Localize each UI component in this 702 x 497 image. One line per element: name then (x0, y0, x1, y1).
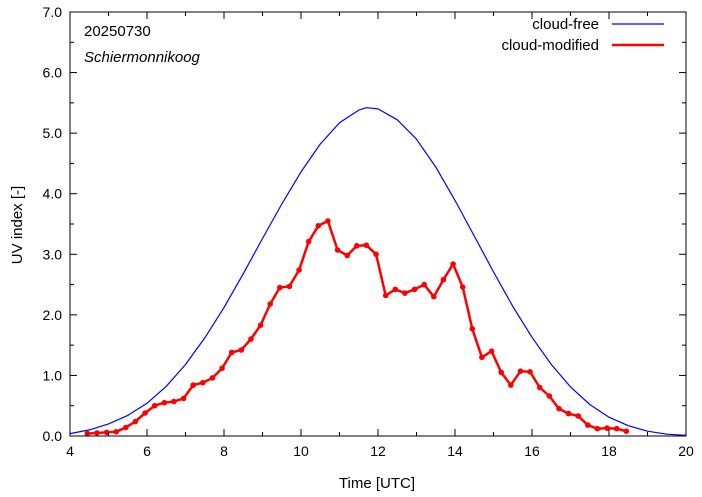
data-point-cloud-modified (228, 349, 235, 356)
x-tick-label: 16 (524, 443, 540, 459)
data-point-cloud-modified (421, 281, 428, 288)
x-tick-label: 18 (601, 443, 617, 459)
legend-label-cloud-modified: cloud-modified (501, 37, 599, 54)
data-point-cloud-modified (575, 413, 581, 419)
data-point-cloud-modified (305, 238, 312, 245)
data-point-cloud-modified (363, 242, 370, 248)
data-point-cloud-modified (488, 348, 495, 355)
legend-label-cloud-free: cloud-free (532, 16, 599, 33)
data-point-cloud-modified (585, 422, 591, 428)
data-point-cloud-modified (84, 430, 91, 437)
data-point-cloud-modified (450, 261, 456, 267)
data-point-cloud-modified (344, 252, 351, 259)
data-point-cloud-modified (238, 347, 245, 353)
data-point-cloud-modified (325, 218, 331, 224)
y-tick-label: 3.0 (43, 246, 63, 262)
data-point-cloud-modified (190, 382, 196, 388)
data-point-cloud-modified (546, 393, 553, 399)
ticks-layer: 4 6 8 10 12 14 16 18 20 0.0 1.0 2.0 3.0 4.0 5.0 6.0 7.0 (43, 4, 694, 459)
data-point-cloud-modified (527, 369, 533, 375)
data-point-cloud-modified (123, 424, 129, 431)
x-tick-label: 12 (370, 443, 386, 459)
data-point-cloud-modified (103, 429, 110, 436)
data-point-cloud-modified (142, 410, 148, 416)
legend: cloud-free cloud-modified (501, 16, 664, 54)
data-point-cloud-modified (267, 301, 274, 307)
data-point-cloud-modified (334, 247, 341, 253)
y-tick-label: 5.0 (43, 125, 63, 141)
x-tick-label: 10 (293, 443, 309, 459)
y-tick-label: 1.0 (43, 367, 63, 383)
data-point-cloud-modified (536, 384, 543, 391)
data-point-cloud-modified (171, 398, 177, 405)
data-point-cloud-modified (161, 399, 168, 406)
data-point-cloud-modified (151, 402, 158, 409)
data-point-cloud-modified (594, 425, 601, 432)
data-point-cloud-modified (440, 276, 447, 283)
data-point-cloud-modified (277, 284, 283, 291)
data-point-cloud-modified (411, 286, 418, 293)
data-point-cloud-modified (132, 418, 139, 425)
data-point-cloud-modified (431, 293, 437, 300)
y-tick-label: 2.0 (43, 307, 63, 323)
data-point-cloud-modified (296, 267, 302, 273)
data-point-cloud-modified (623, 428, 630, 435)
x-tick-label: 6 (143, 443, 151, 459)
series-line-cloud-free (69, 107, 687, 436)
y-tick-label: 6.0 (43, 65, 63, 81)
data-point-cloud-modified (286, 283, 293, 290)
x-tick-label: 4 (66, 443, 74, 459)
data-point-cloud-modified (469, 326, 476, 332)
x-tick-label: 14 (447, 443, 463, 459)
data-point-cloud-modified (498, 369, 505, 376)
data-point-cloud-modified (392, 286, 399, 293)
y-tick-label: 0.0 (43, 428, 63, 444)
y-tick-label: 7.0 (43, 4, 63, 20)
data-point-cloud-modified (180, 395, 187, 402)
data-point-cloud-modified (382, 292, 389, 299)
x-tick-label: 8 (220, 443, 228, 459)
data-point-cloud-modified (373, 251, 379, 258)
annotation-site: Schiermonnikoog (84, 49, 201, 66)
data-point-cloud-modified (556, 405, 562, 412)
data-point-cloud-modified (402, 290, 408, 296)
data-point-cloud-modified (200, 379, 206, 386)
annotation-date: 20250730 (84, 23, 151, 40)
data-point-cloud-modified (565, 410, 572, 417)
data-point-cloud-modified (209, 375, 216, 381)
data-point-cloud-modified (315, 223, 322, 229)
x-tick-label: 20 (678, 443, 694, 459)
data-point-cloud-modified (113, 429, 119, 435)
data-point-cloud-modified (517, 368, 524, 375)
data-point-cloud-modified (613, 425, 620, 432)
data-point-cloud-modified (257, 322, 264, 329)
series-layer (69, 107, 687, 437)
y-tick-label: 4.0 (43, 186, 63, 202)
data-point-cloud-modified (459, 284, 466, 290)
data-point-cloud-modified (94, 430, 100, 436)
data-point-cloud-modified (248, 336, 254, 342)
data-point-cloud-modified (508, 382, 514, 388)
data-point-cloud-modified (479, 354, 485, 361)
x-axis-title: Time [UTC] (339, 475, 415, 492)
data-point-cloud-modified (354, 243, 360, 249)
data-point-cloud-modified (219, 365, 225, 372)
y-axis-title: UV index [-] (9, 186, 26, 264)
